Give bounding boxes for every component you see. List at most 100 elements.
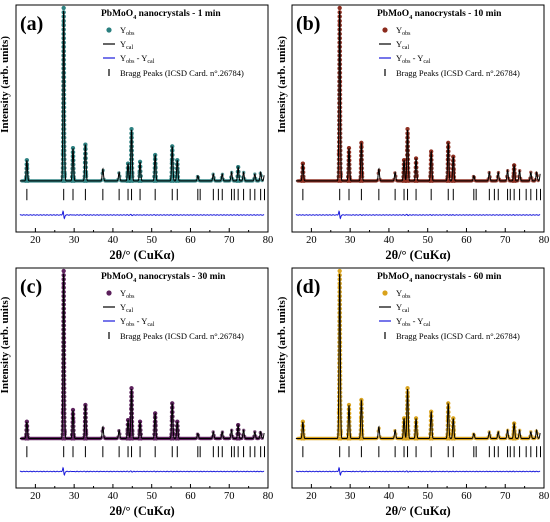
legend-bragg-label: Bragg Peaks (ICSD Card. n°.26784) xyxy=(396,331,520,341)
x-tick-label: 30 xyxy=(69,235,80,246)
legend-diff-label: Yobs - Ycal xyxy=(396,316,431,328)
observed-point xyxy=(62,174,67,179)
observed-point xyxy=(25,436,31,441)
x-tick-label: 30 xyxy=(345,235,356,246)
observed-point xyxy=(338,174,343,179)
observed-point xyxy=(62,428,67,433)
legend-obs-label: Yobs xyxy=(120,25,135,37)
x-tick-label: 70 xyxy=(500,235,511,246)
y-axis-label: Intensity (arb. units) xyxy=(0,36,11,133)
legend-diff-label: Yobs - Ycal xyxy=(396,53,431,65)
legend: Yobs Ycal Yobs - Ycal Bragg Peaks (ICSD Car… xyxy=(379,288,520,341)
x-tick-label: 60 xyxy=(461,491,472,502)
difference-series xyxy=(19,466,265,477)
observed-point xyxy=(72,436,77,441)
x-axis: 20 30 40 50 60 70 80 xyxy=(15,484,274,502)
x-tick-label: 60 xyxy=(185,235,196,246)
observed-point xyxy=(301,178,307,184)
difference-series xyxy=(295,210,541,220)
x-tick-label: 70 xyxy=(224,235,235,246)
observed-point xyxy=(338,419,343,424)
panel-label: (c) xyxy=(20,276,42,298)
observed-point xyxy=(24,158,29,163)
observed-point xyxy=(62,432,67,437)
panel-title: PbMoO4 nanocrystals - 1 min xyxy=(101,9,221,21)
calculated-series xyxy=(295,10,541,182)
observed-point xyxy=(415,178,420,184)
bragg-peaks xyxy=(26,188,266,201)
observed-series xyxy=(20,5,264,184)
observed-point xyxy=(405,386,410,391)
x-tick-label: 60 xyxy=(185,491,196,502)
x-tick-label: 30 xyxy=(69,491,80,502)
x-tick-label: 50 xyxy=(422,491,433,502)
chart-panel-4: 20 30 40 50 60 70 80 2θ/° (CuKα) Intensity (arb.… xyxy=(276,267,549,518)
legend-cal-label: Ycal xyxy=(396,302,409,314)
observed-point xyxy=(237,178,242,184)
observed-point xyxy=(513,436,518,441)
observed-point xyxy=(237,436,242,441)
x-tick-label: 20 xyxy=(30,491,41,502)
observed-point xyxy=(338,165,343,171)
y-axis-label: Intensity (arb. units) xyxy=(0,296,11,393)
observed-series xyxy=(296,268,540,441)
x-tick-label: 70 xyxy=(224,491,235,502)
y-axis-label: Intensity (arb. units) xyxy=(276,36,288,133)
x-tick-label: 80 xyxy=(263,491,274,502)
observed-point xyxy=(430,436,435,441)
plot-frame xyxy=(15,4,269,233)
observed-point xyxy=(84,436,89,441)
observed-point xyxy=(176,436,181,441)
observed-point xyxy=(61,268,66,274)
legend-cal-label: Ycal xyxy=(120,39,133,51)
observed-point xyxy=(346,402,352,408)
observed-point xyxy=(405,126,410,132)
legend-obs-marker xyxy=(382,27,388,33)
legend: Yobs Ycal Yobs - Ycal Bragg Peaks (ICSD Car… xyxy=(103,288,244,341)
plot-frame xyxy=(291,267,545,489)
legend-bragg-label: Bragg Peaks (ICSD Card. n°.26784) xyxy=(120,68,244,78)
panel-label: (b) xyxy=(296,13,320,35)
legend-cal-label: Ycal xyxy=(396,39,409,51)
observed-point xyxy=(338,432,343,437)
x-tick-label: 70 xyxy=(500,491,511,502)
x-tick-label: 20 xyxy=(306,491,317,502)
observed-series xyxy=(20,268,264,441)
observed-point xyxy=(70,407,76,413)
x-axis-label: 2θ/° (CuKα) xyxy=(109,504,174,518)
difference-series xyxy=(19,210,265,220)
x-tick-label: 60 xyxy=(461,235,472,246)
legend: Yobs Ycal Yobs - Ycal Bragg Peaks (ICSD Car… xyxy=(103,25,244,78)
observed-point xyxy=(62,423,67,429)
bragg-peaks xyxy=(302,446,542,458)
observed-point xyxy=(62,161,67,166)
observed-point xyxy=(62,419,67,424)
observed-point xyxy=(338,423,343,429)
observed-point xyxy=(452,436,457,441)
observed-point xyxy=(348,178,353,184)
observed-point xyxy=(346,145,352,151)
observed-point xyxy=(139,436,144,441)
panel-title: PbMoO4 nanocrystals - 60 min xyxy=(377,272,502,284)
x-axis: 20 30 40 50 60 70 80 xyxy=(291,228,549,246)
x-tick-label: 40 xyxy=(384,235,395,246)
observed-point xyxy=(154,436,159,441)
x-tick-label: 80 xyxy=(263,235,274,246)
x-tick-label: 40 xyxy=(108,235,119,246)
observed-point xyxy=(62,165,67,171)
x-tick-label: 20 xyxy=(30,235,41,246)
observed-point xyxy=(348,436,353,441)
legend-obs-marker xyxy=(382,290,388,296)
x-tick-label: 50 xyxy=(146,235,157,246)
chart-panel-2: 20 30 40 50 60 70 80 2θ/° (CuKα) Intensity (arb.… xyxy=(276,4,549,262)
difference-series xyxy=(295,466,541,477)
observed-point xyxy=(452,178,457,184)
legend-obs-label: Yobs xyxy=(120,288,135,300)
calculated-series xyxy=(295,273,541,439)
legend-bragg-label: Bragg Peaks (ICSD Card. n°.26784) xyxy=(396,68,520,78)
observed-point xyxy=(61,5,66,11)
x-tick-label: 50 xyxy=(146,491,157,502)
observed-point xyxy=(338,157,343,162)
